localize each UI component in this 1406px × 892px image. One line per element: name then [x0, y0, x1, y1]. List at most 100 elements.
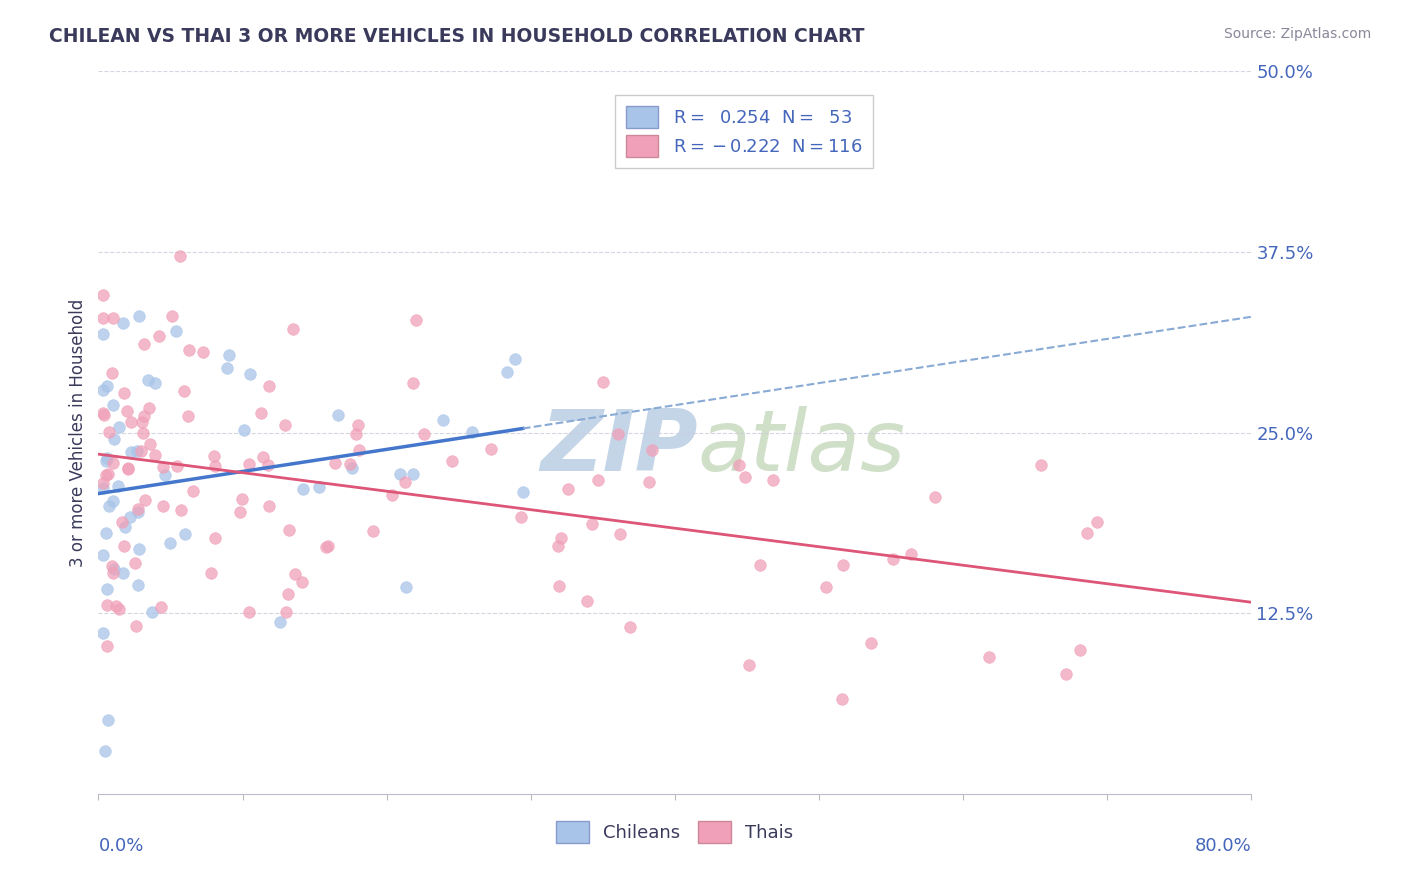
Point: [640, 443, 662, 458]
Point: [257, 379, 280, 393]
Point: [1085, 515, 1108, 529]
Point: [316, 539, 339, 553]
Point: [97, 499, 120, 513]
Point: [100, 366, 122, 380]
Point: [117, 461, 139, 475]
Point: [728, 458, 751, 472]
Point: [557, 482, 579, 496]
Point: [165, 324, 187, 338]
Point: [112, 539, 135, 553]
Point: [127, 444, 149, 458]
Point: [169, 249, 191, 263]
Point: [586, 474, 609, 488]
Point: [323, 456, 346, 470]
Point: [91, 383, 114, 397]
Point: [831, 691, 853, 706]
Point: [1069, 643, 1091, 657]
Point: [749, 558, 772, 573]
Point: [174, 526, 197, 541]
Point: [1054, 667, 1077, 681]
Point: [183, 483, 205, 498]
Point: [91, 311, 114, 326]
Point: [94, 526, 117, 541]
Point: [402, 467, 425, 482]
Point: [91, 288, 114, 302]
Point: [134, 493, 156, 508]
Point: [503, 351, 526, 366]
Point: [127, 578, 149, 592]
Point: [127, 502, 149, 516]
Point: [200, 566, 222, 581]
Point: [291, 574, 314, 589]
Point: [315, 540, 337, 554]
Point: [98, 425, 121, 439]
Point: [231, 491, 253, 506]
Point: [96, 582, 118, 596]
Text: 0.0%: 0.0%: [98, 838, 143, 855]
Point: [328, 409, 350, 423]
Point: [250, 406, 273, 420]
Point: [112, 566, 135, 580]
Point: [238, 605, 260, 619]
Point: [395, 580, 418, 594]
Point: [548, 579, 571, 593]
Point: [91, 475, 114, 490]
Point: [252, 450, 274, 465]
Point: [637, 475, 659, 489]
Point: [153, 467, 176, 482]
Point: [125, 619, 148, 633]
Point: [101, 310, 124, 325]
Point: [93, 408, 115, 422]
Point: [900, 547, 922, 561]
Point: [152, 459, 174, 474]
Point: [1076, 526, 1098, 541]
Point: [91, 326, 114, 341]
Point: [117, 462, 139, 476]
Point: [94, 743, 117, 757]
Text: ZIP: ZIP: [540, 406, 697, 489]
Point: [118, 510, 141, 524]
Point: [173, 384, 195, 398]
Point: [274, 418, 297, 433]
Point: [152, 500, 174, 514]
Point: [412, 426, 434, 441]
Point: [96, 379, 118, 393]
Point: [131, 425, 153, 440]
Point: [394, 475, 416, 489]
Point: [104, 599, 127, 614]
Point: [388, 467, 411, 482]
Point: [361, 524, 384, 538]
Point: [111, 316, 134, 330]
Point: [138, 401, 160, 416]
Point: [576, 594, 599, 608]
Point: [215, 361, 238, 376]
Point: [91, 481, 114, 495]
Point: [101, 456, 124, 470]
Point: [432, 413, 454, 427]
Point: [94, 467, 117, 482]
Point: [132, 409, 155, 423]
Point: [609, 527, 631, 541]
Point: [94, 454, 117, 468]
Point: [292, 483, 315, 497]
Point: [308, 480, 330, 494]
Point: [148, 329, 170, 343]
Point: [859, 636, 882, 650]
Point: [141, 605, 163, 619]
Point: [132, 336, 155, 351]
Point: [117, 404, 139, 418]
Point: [101, 566, 124, 580]
Point: [96, 598, 118, 612]
Point: [96, 450, 118, 465]
Point: [496, 366, 519, 380]
Point: [269, 615, 291, 629]
Point: [204, 531, 226, 545]
Point: [160, 310, 183, 324]
Point: [107, 479, 129, 493]
Point: [91, 548, 114, 562]
Point: [734, 469, 756, 483]
Point: [257, 458, 280, 472]
Point: [405, 312, 427, 326]
Point: [977, 649, 1000, 664]
Point: [274, 605, 297, 619]
